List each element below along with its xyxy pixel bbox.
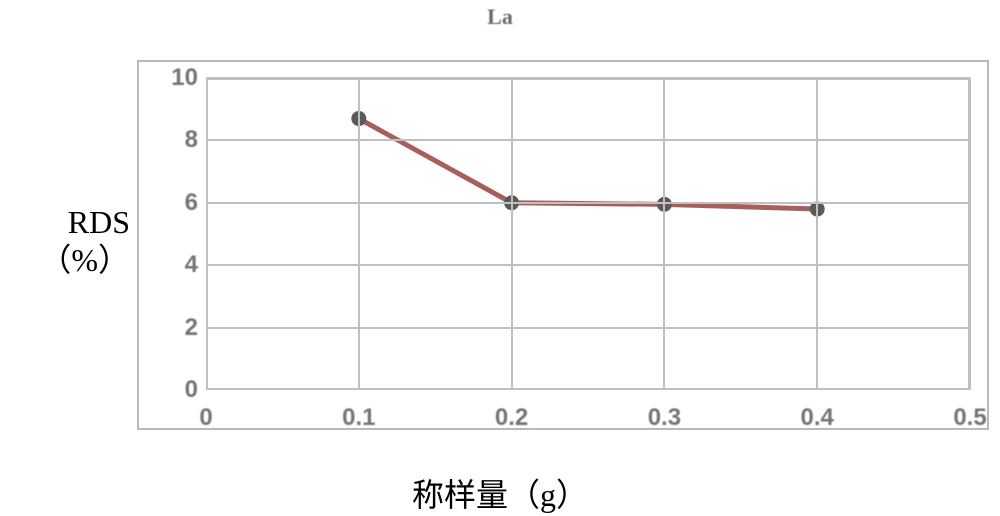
x-tick-label: 0.2 (492, 404, 532, 432)
grid-horizontal (206, 77, 970, 79)
grid-vertical (816, 78, 818, 390)
chart-title: La (0, 4, 1000, 30)
y-axis-label: RDS （%） (0, 203, 130, 280)
plot-area (206, 78, 970, 390)
y-tick-label: 6 (148, 189, 198, 217)
y-tick-label: 0 (148, 376, 198, 404)
x-tick-label: 0.4 (797, 404, 837, 432)
y-tick-label: 10 (148, 64, 198, 92)
grid-horizontal (206, 139, 970, 141)
grid-vertical (358, 78, 360, 390)
chart-svg (206, 78, 970, 390)
x-axis-label: 称样量（g） (0, 470, 1000, 516)
series-line (359, 119, 817, 209)
grid-horizontal (206, 202, 970, 204)
y-tick-label: 4 (148, 251, 198, 279)
grid-horizontal (206, 264, 970, 266)
y-tick-label: 2 (148, 314, 198, 342)
grid-vertical (969, 78, 971, 390)
grid-vertical (663, 78, 665, 390)
x-tick-label: 0.5 (950, 404, 990, 432)
x-tick-label: 0 (186, 404, 226, 432)
grid-horizontal (206, 327, 970, 329)
y-axis-label-line2: （%） (0, 241, 130, 279)
grid-vertical (511, 78, 513, 390)
x-tick-label: 0.3 (644, 404, 684, 432)
chart-container: La RDS （%） 称样量（g） 0 0.1 0.2 0.3 0.4 0.5 0 2 4 6 8 1… (0, 0, 1000, 516)
y-axis-label-line1: RDS (0, 203, 130, 241)
x-tick-label: 0.1 (339, 404, 379, 432)
y-tick-label: 8 (148, 126, 198, 154)
